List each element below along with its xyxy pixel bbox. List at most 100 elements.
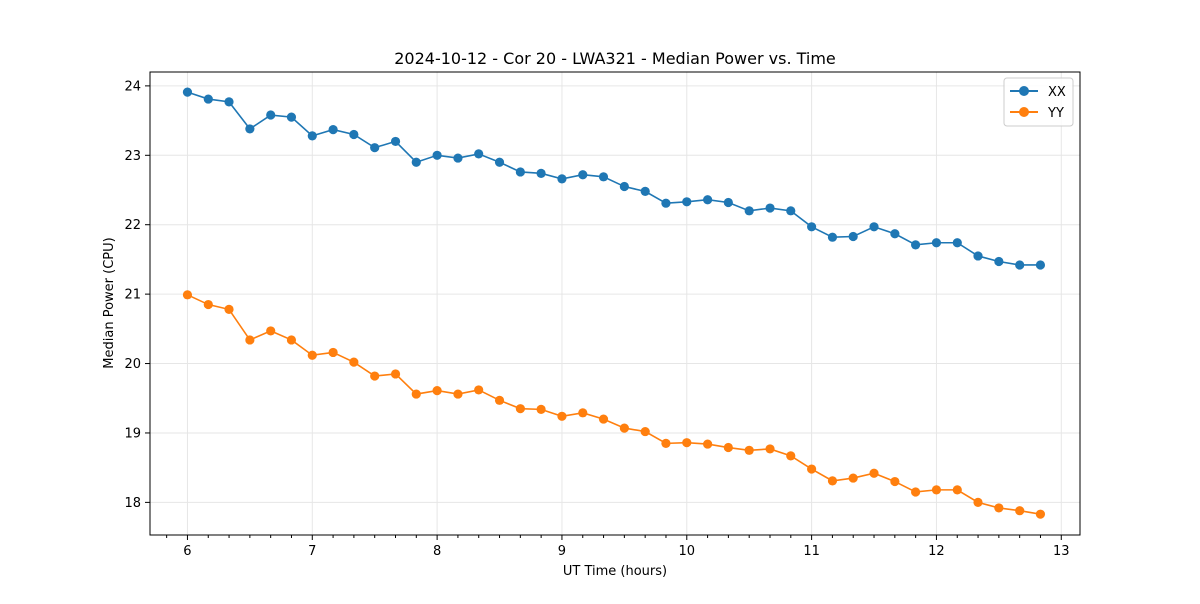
data-point-yy — [931, 485, 942, 495]
data-point-xx — [224, 97, 234, 107]
data-point-xx — [411, 157, 421, 167]
data-point-yy — [807, 464, 817, 474]
data-point-xx — [744, 206, 754, 216]
data-point-xx — [370, 143, 380, 153]
data-point-xx — [432, 150, 442, 160]
data-point-xx — [578, 170, 588, 180]
data-point-yy — [307, 350, 317, 360]
data-point-xx — [994, 256, 1004, 267]
y-tick-label: 23 — [124, 149, 141, 164]
data-point-xx — [723, 197, 733, 208]
data-point-yy — [453, 389, 463, 399]
data-point-xx — [682, 197, 692, 207]
data-point-xx — [786, 206, 796, 216]
data-point-xx — [848, 231, 858, 242]
data-point-yy — [286, 335, 297, 345]
y-tick-label: 19 — [124, 426, 141, 441]
data-point-yy — [432, 386, 442, 396]
data-point-yy — [1015, 506, 1025, 516]
data-point-xx — [703, 195, 713, 205]
data-point-xx — [890, 229, 900, 239]
data-point-xx — [931, 238, 942, 248]
y-tick-label: 20 — [124, 357, 141, 372]
data-point-xx — [453, 153, 463, 163]
data-point-yy — [869, 468, 879, 478]
data-point-yy — [848, 473, 858, 483]
data-point-xx — [619, 181, 629, 192]
data-point-yy — [994, 503, 1004, 513]
data-point-xx — [640, 186, 650, 196]
x-tick-label: 12 — [928, 544, 945, 559]
data-point-yy — [786, 451, 796, 461]
data-point-yy — [411, 389, 421, 399]
data-point-xx — [661, 198, 671, 208]
series-layer — [182, 87, 1046, 519]
data-point-yy — [1035, 509, 1046, 519]
data-point-yy — [910, 487, 921, 497]
data-point-xx — [1035, 260, 1046, 270]
data-point-yy — [474, 385, 484, 395]
x-tick-label: 7 — [308, 544, 316, 559]
data-point-yy — [349, 357, 359, 367]
data-point-yy — [182, 290, 193, 300]
data-point-yy — [723, 442, 733, 453]
data-point-xx — [474, 149, 484, 159]
data-point-yy — [765, 444, 775, 454]
data-point-yy — [827, 476, 838, 486]
y-tick-label: 18 — [124, 496, 141, 511]
data-point-xx — [203, 94, 213, 104]
data-point-xx — [266, 110, 276, 120]
data-point-xx — [286, 112, 297, 122]
legend-marker-yy — [1019, 107, 1029, 117]
data-point-yy — [266, 326, 276, 336]
data-point-xx — [765, 203, 775, 213]
plot-frame — [149, 71, 1081, 536]
data-point-yy — [328, 347, 338, 358]
data-point-xx — [598, 172, 609, 182]
data-point-xx — [307, 131, 317, 141]
data-point-yy — [557, 411, 567, 421]
x-tick-label: 13 — [1053, 544, 1070, 559]
legend: XX YY — [1003, 77, 1074, 127]
data-point-yy — [515, 404, 525, 414]
data-point-xx — [515, 167, 525, 177]
data-point-xx — [557, 174, 567, 184]
data-point-xx — [328, 125, 338, 135]
data-point-yy — [619, 423, 629, 433]
data-point-xx — [182, 87, 193, 97]
data-point-xx — [910, 240, 921, 250]
data-point-xx — [827, 232, 838, 242]
data-point-xx — [245, 124, 255, 134]
y-tick-label: 24 — [124, 79, 141, 94]
data-point-yy — [640, 426, 650, 437]
data-point-yy — [703, 439, 713, 449]
x-tick-label: 9 — [558, 544, 566, 559]
x-axis-label: UT Time (hours) — [563, 564, 667, 579]
y-tick-label: 21 — [124, 288, 141, 303]
legend-label-xx: XX — [1048, 85, 1066, 100]
data-point-xx — [390, 136, 401, 147]
data-point-yy — [245, 335, 255, 345]
data-point-yy — [952, 485, 962, 495]
chart-title: 2024-10-12 - Cor 20 - LWA321 - Median Po… — [394, 49, 836, 68]
data-point-yy — [744, 445, 754, 455]
grid — [150, 72, 1080, 535]
data-point-xx — [349, 129, 359, 140]
x-tick-label: 8 — [433, 544, 441, 559]
y-tick-label: 22 — [124, 218, 141, 233]
data-point-yy — [682, 438, 692, 448]
x-tick-label: 11 — [803, 544, 820, 559]
data-point-xx — [952, 238, 962, 248]
data-point-xx — [494, 157, 505, 167]
y-axis-label: Median Power (CPU) — [102, 237, 117, 368]
data-point-xx — [1015, 260, 1025, 270]
data-point-yy — [203, 299, 213, 310]
data-point-xx — [973, 251, 983, 261]
data-point-yy — [224, 304, 234, 315]
data-point-yy — [661, 438, 671, 448]
data-point-yy — [494, 395, 505, 405]
data-point-yy — [890, 476, 900, 487]
x-tick-label: 10 — [679, 544, 696, 559]
data-point-yy — [578, 408, 588, 418]
